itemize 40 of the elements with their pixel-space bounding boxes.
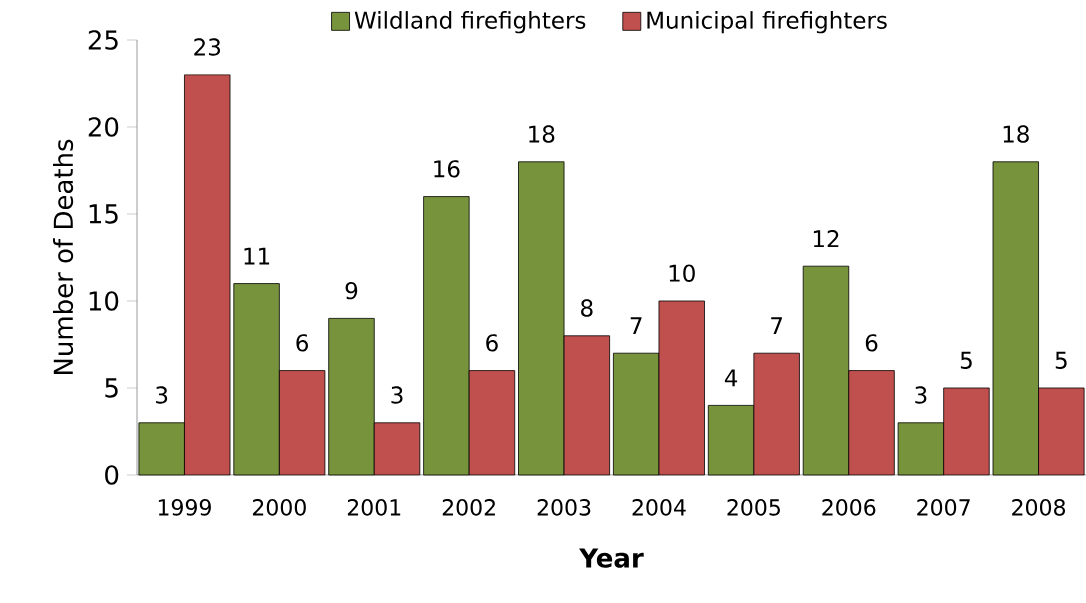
data-label: 6 — [296, 334, 308, 352]
x-tick-label: 2006 — [822, 499, 876, 516]
y-tick-label: 10 — [89, 291, 119, 311]
data-label: 10 — [669, 264, 695, 282]
data-label: 3 — [156, 386, 168, 404]
data-label: 18 — [529, 125, 555, 143]
data-label: 12 — [813, 230, 839, 248]
x-axis-title: Year — [579, 548, 644, 568]
y-tick-label: 15 — [89, 204, 118, 224]
x-tick-label: 2004 — [632, 499, 686, 516]
y-tick-label: 5 — [105, 378, 118, 398]
x-tick-label: 2005 — [727, 499, 780, 516]
x-tick-label: 2003 — [537, 499, 591, 516]
x-tick-label: 2002 — [442, 499, 495, 516]
data-label: 7 — [771, 317, 782, 335]
y-tick-label: 0 — [105, 465, 119, 485]
data-label: 6 — [486, 334, 498, 352]
legend-label: Municipal firefighters — [647, 11, 887, 34]
x-tick-label: 1999 — [158, 499, 211, 516]
y-tick-label: 25 — [88, 30, 118, 50]
x-tick-label: 2000 — [252, 499, 306, 516]
x-tick-label: 2007 — [917, 499, 970, 516]
data-label: 18 — [1003, 125, 1029, 143]
data-label: 23 — [194, 38, 221, 56]
data-label: 4 — [724, 369, 738, 387]
data-label: 7 — [630, 317, 642, 335]
data-label: 11 — [244, 247, 270, 265]
x-tick-label: 2001 — [347, 499, 401, 516]
x-tick-label: 2008 — [1012, 499, 1066, 516]
data-label: 3 — [391, 386, 403, 404]
data-label: 5 — [960, 351, 972, 369]
data-label: 6 — [865, 334, 878, 352]
y-tick-label: 20 — [88, 117, 119, 137]
data-label: 5 — [1055, 351, 1067, 369]
data-label: 3 — [915, 386, 927, 404]
data-label: 9 — [345, 281, 358, 300]
legend-label: Wildland firefighters — [354, 11, 586, 34]
data-label: 16 — [434, 160, 460, 178]
data-label: 8 — [581, 299, 593, 317]
y-axis-title: Number of Deaths — [53, 139, 74, 375]
